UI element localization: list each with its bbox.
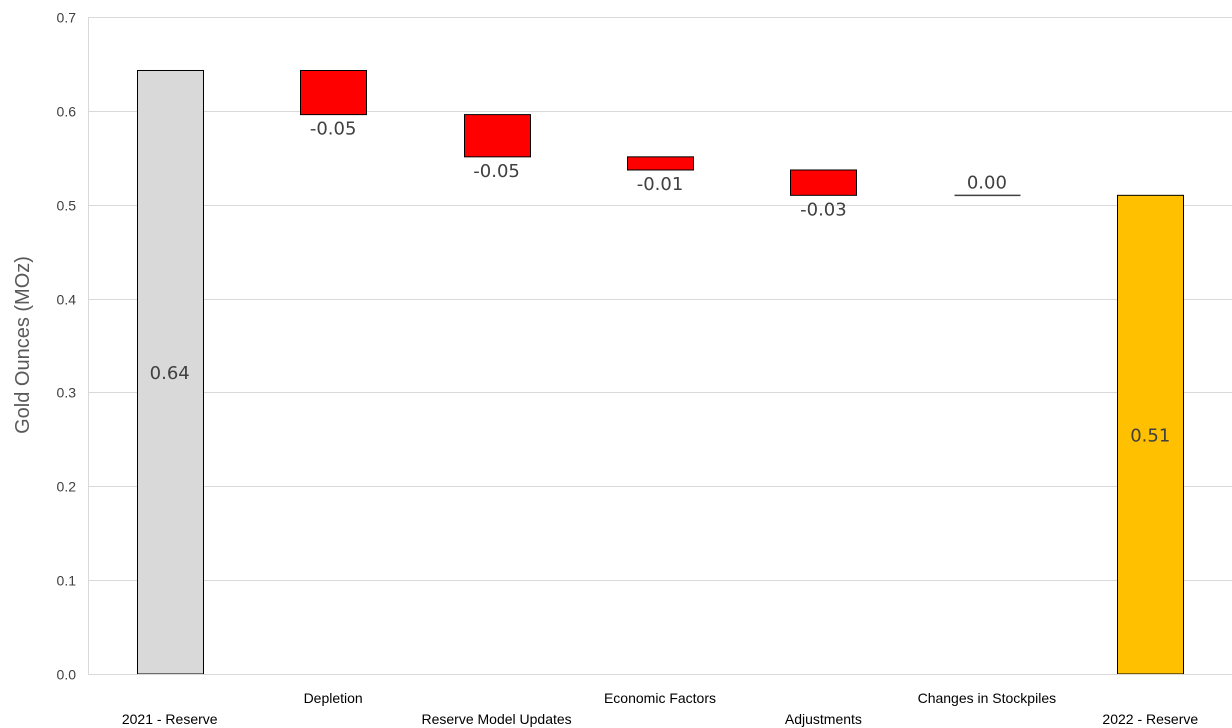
bar — [300, 69, 367, 116]
label-layer: 0.64 -0.05 -0.05 -0.01 -0.03 0.00 0.51 — [150, 119, 1171, 447]
x-category-label: 2022 - Reserve — [1102, 711, 1198, 727]
grid-layer — [88, 17, 1232, 581]
data-label: -0.03 — [800, 199, 847, 220]
bar — [627, 156, 694, 171]
bar — [1117, 194, 1184, 675]
axis-layer: 0.0 0.1 0.2 0.3 0.4 0.5 0.6 0.7 2021 - Reserve De… — [57, 10, 1232, 727]
data-label: 0.00 — [967, 172, 1007, 193]
data-label: 0.51 — [1130, 426, 1170, 447]
x-category-label: 2021 - Reserve — [122, 711, 218, 727]
data-label: -0.05 — [310, 119, 357, 140]
y-tick-label: 0.2 — [57, 479, 77, 495]
y-tick-label: 0.6 — [57, 104, 77, 120]
bar — [790, 169, 857, 196]
y-tick-label: 0.3 — [57, 385, 77, 401]
x-category-label: Depletion — [304, 690, 363, 706]
y-tick-label: 0.7 — [57, 10, 77, 26]
x-category-label: Changes in Stockpiles — [918, 690, 1057, 706]
y-axis-title: Gold Ounces (MOz) — [12, 256, 34, 434]
data-label: -0.05 — [473, 161, 520, 182]
data-label: -0.01 — [637, 174, 684, 195]
x-category-label: Economic Factors — [604, 690, 716, 706]
y-tick-label: 0.1 — [57, 573, 77, 589]
y-tick-label: 0.4 — [57, 292, 77, 308]
y-tick-label: 0.5 — [57, 198, 77, 214]
x-category-label: Adjustments — [785, 711, 862, 727]
data-label: 0.64 — [150, 363, 190, 384]
x-category-label: Reserve Model Updates — [421, 711, 571, 727]
bar — [464, 114, 531, 158]
y-tick-label: 0.0 — [57, 667, 77, 683]
bar-layer — [137, 69, 1184, 675]
